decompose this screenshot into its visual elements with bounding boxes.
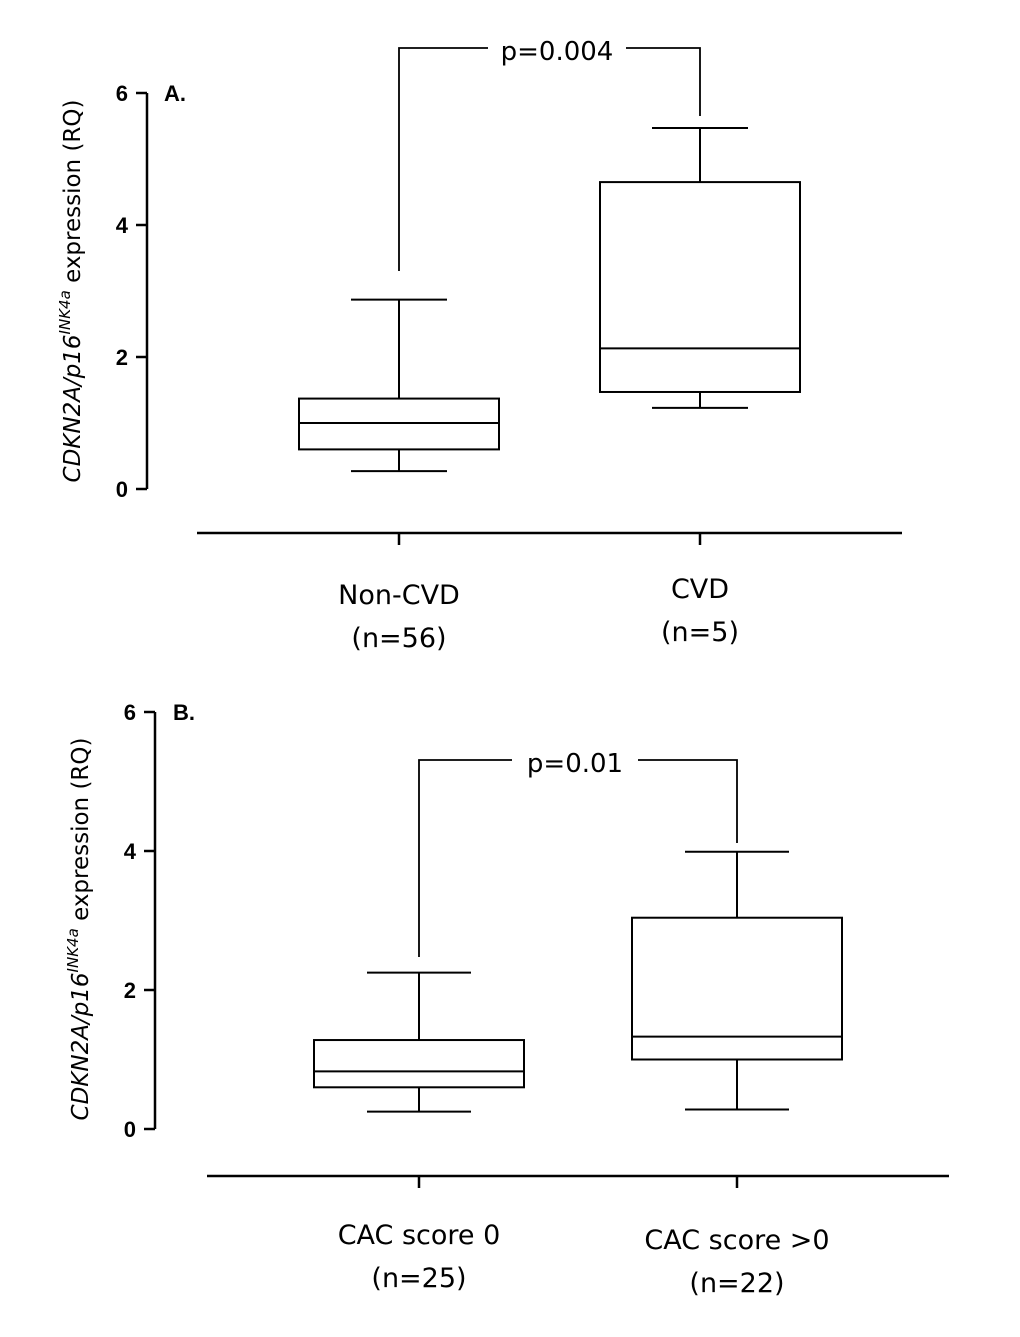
x-category-label: CVD: [671, 574, 729, 605]
significance-bracket-left: [398, 47, 488, 271]
box-1: [599, 126, 801, 409]
y-axis-title: CDKN2A/p16INK4a expression (RQ): [56, 100, 86, 483]
x-category-n: (n=22): [689, 1268, 784, 1299]
significance-bracket-right: [626, 47, 701, 116]
significance-bracket-left: [418, 759, 512, 957]
x-category-label: CAC score >0: [644, 1225, 829, 1256]
iqr-box: [313, 1039, 525, 1089]
y-axis-title: CDKN2A/p16INK4a expression (RQ): [64, 738, 94, 1121]
y-tick-label: 0: [124, 1117, 136, 1142]
panel-a: 0 2 4 6 A. CDKN2A/p16INK4a expression (RQ) Non…: [56, 37, 902, 654]
x-category-n: (n=5): [661, 617, 739, 648]
iqr-box: [599, 181, 801, 393]
x-category-n: (n=25): [371, 1263, 466, 1294]
panel-b: 0 2 4 6 B. CDKN2A/p16INK4a expression (RQ) CAC…: [64, 700, 949, 1299]
panel-label: A.: [164, 81, 186, 106]
panel-label: B.: [173, 700, 195, 725]
y-tick-label: 4: [116, 213, 129, 238]
x-category-n: (n=56): [351, 623, 446, 654]
y-tick-label: 0: [116, 477, 128, 502]
significance-bracket-right: [638, 759, 738, 843]
p-value-label: p=0.004: [501, 37, 614, 67]
iqr-box: [631, 916, 843, 1061]
box-0: [298, 298, 500, 473]
x-category-label: CAC score 0: [338, 1220, 501, 1251]
y-tick-label: 2: [124, 978, 136, 1003]
y-tick-label: 6: [116, 81, 128, 106]
y-tick-label: 4: [124, 839, 137, 864]
y-tick-label: 2: [116, 345, 128, 370]
p-value-label: p=0.01: [527, 749, 623, 779]
box-1: [631, 850, 843, 1111]
x-category-label: Non-CVD: [338, 580, 460, 611]
box-0: [313, 971, 525, 1113]
y-tick-label: 6: [124, 700, 136, 725]
